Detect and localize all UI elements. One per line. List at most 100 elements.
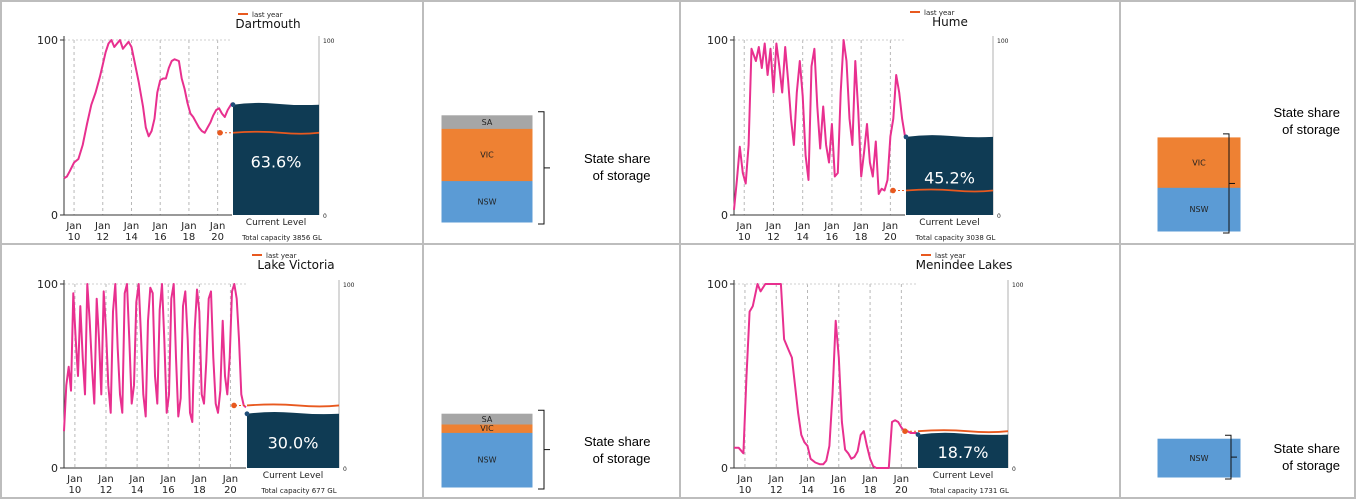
x-tick-label-month: Jan <box>765 221 781 232</box>
current-level-water <box>247 412 339 468</box>
x-tick-label-month: Jan <box>799 474 815 485</box>
current-level-percent: 18.7% <box>938 443 989 462</box>
current-level-dot <box>230 102 236 108</box>
share-segment-nsw <box>1157 186 1241 232</box>
x-tick-label-year: 10 <box>738 232 751 243</box>
share-bracket <box>538 111 545 225</box>
x-tick-label-year: 18 <box>183 232 196 243</box>
share-cell-menindee-lakes: NSW State share of storage <box>1119 243 1356 499</box>
share-label-line2: of storage <box>592 451 651 466</box>
current-level-water <box>906 135 993 215</box>
x-tick-label-year: 16 <box>832 485 845 496</box>
x-tick-label-year: 16 <box>162 485 175 496</box>
x-tick-label-month: Jan <box>160 474 176 485</box>
share-label-line1: State share <box>1273 441 1341 456</box>
legend-label: last year <box>266 252 297 260</box>
current-level-percent: 45.2% <box>924 168 975 187</box>
x-tick-label-year: 10 <box>69 485 82 496</box>
share-segment-nsw <box>441 431 533 488</box>
x-tick-label-year: 14 <box>131 485 144 496</box>
level-series-line <box>733 39 906 210</box>
x-tick-label-year: 18 <box>193 485 206 496</box>
share-label: State share of storage <box>584 433 651 467</box>
share-cell-hume: NSW VIC State share of storage <box>1119 0 1356 245</box>
x-tick-label-year: 12 <box>96 232 109 243</box>
x-tick-label-month: Jan <box>861 474 877 485</box>
current-level-dot <box>903 134 909 140</box>
current-level-label: Current Level <box>263 471 323 481</box>
x-tick-label-month: Jan <box>852 221 868 232</box>
last-year-dot <box>217 129 223 136</box>
x-tick-label-month: Jan <box>151 221 167 232</box>
right-tick-label: 0 <box>323 213 327 220</box>
right-tick-label: 100 <box>997 38 1009 45</box>
share-segment-label: VIC <box>480 424 494 433</box>
hume-share-chart: NSW VIC <box>1157 133 1241 234</box>
x-tick-label-month: Jan <box>209 221 225 232</box>
legend-label: last year <box>924 9 955 17</box>
current-level-dot <box>244 411 250 417</box>
level-series-line <box>63 283 247 432</box>
share-segment-nsw <box>1157 438 1241 478</box>
x-tick-label-month: Jan <box>893 474 909 485</box>
x-tick-label-year: 16 <box>826 232 839 243</box>
x-tick-label-month: Jan <box>65 221 81 232</box>
y-tick-label: 0 <box>721 209 728 222</box>
x-tick-label-year: 12 <box>770 485 783 496</box>
share-segment-label: VIC <box>1192 159 1206 168</box>
last-year-line <box>232 130 320 135</box>
x-tick-label-year: 10 <box>739 485 752 496</box>
right-tick-label: 0 <box>1012 466 1016 473</box>
x-tick-label-month: Jan <box>94 221 110 232</box>
share-segment-label: VIC <box>480 151 494 160</box>
current-level-water <box>918 432 1008 468</box>
share-segment-label: NSW <box>1190 205 1209 214</box>
share-label-line2: of storage <box>1282 458 1340 473</box>
share-label-line1: State share <box>1273 105 1341 120</box>
x-tick-label-month: Jan <box>123 221 139 232</box>
share-segment-label: NSW <box>478 456 497 465</box>
share-cell-lake-victoria: NSW VIC SA State share of storage <box>422 243 681 499</box>
legend-label: last year <box>935 252 966 260</box>
share-cell-dartmouth: NSW VIC SA State share of storage <box>422 0 681 245</box>
y-tick-label: 0 <box>51 209 58 222</box>
share-label-line2: of storage <box>592 168 651 183</box>
x-tick-label-year: 18 <box>864 485 877 496</box>
x-tick-label-month: Jan <box>191 474 207 485</box>
share-segment-vic <box>1157 137 1241 188</box>
share-label: State share of storage <box>1274 440 1341 474</box>
x-tick-label-year: 20 <box>224 485 237 496</box>
last-year-dot <box>902 428 908 434</box>
x-tick-label-month: Jan <box>180 221 196 232</box>
share-segment-sa <box>441 413 533 425</box>
x-tick-label-year: 16 <box>154 232 167 243</box>
x-tick-label-year: 12 <box>767 232 780 243</box>
chart-title: Dartmouth <box>235 17 300 31</box>
y-tick-label: 0 <box>721 462 728 475</box>
share-label-line1: State share <box>584 434 651 449</box>
x-tick-label-year: 20 <box>211 232 224 243</box>
x-tick-label-year: 18 <box>855 232 868 243</box>
share-segment-label: SA <box>482 118 493 127</box>
current-level-dot <box>915 432 921 437</box>
share-segment-vic <box>441 127 533 182</box>
y-tick-label: 100 <box>707 278 728 291</box>
right-tick-label: 100 <box>343 282 355 289</box>
share-label-line1: State share <box>584 151 651 166</box>
x-tick-label-year: 12 <box>100 485 113 496</box>
x-tick-label-month: Jan <box>222 474 238 485</box>
x-tick-label-month: Jan <box>66 474 82 485</box>
right-tick-label: 100 <box>323 38 335 45</box>
share-bracket <box>538 409 545 490</box>
right-tick-label: 100 <box>1012 282 1024 289</box>
share-segment-label: SA <box>482 415 493 424</box>
level-series-line <box>63 39 233 180</box>
x-tick-label-year: 14 <box>125 232 138 243</box>
last-year-line <box>905 188 994 193</box>
chart-title: Hume <box>932 15 968 29</box>
right-tick-label: 0 <box>997 213 1001 220</box>
share-segment-label: NSW <box>1190 454 1209 463</box>
